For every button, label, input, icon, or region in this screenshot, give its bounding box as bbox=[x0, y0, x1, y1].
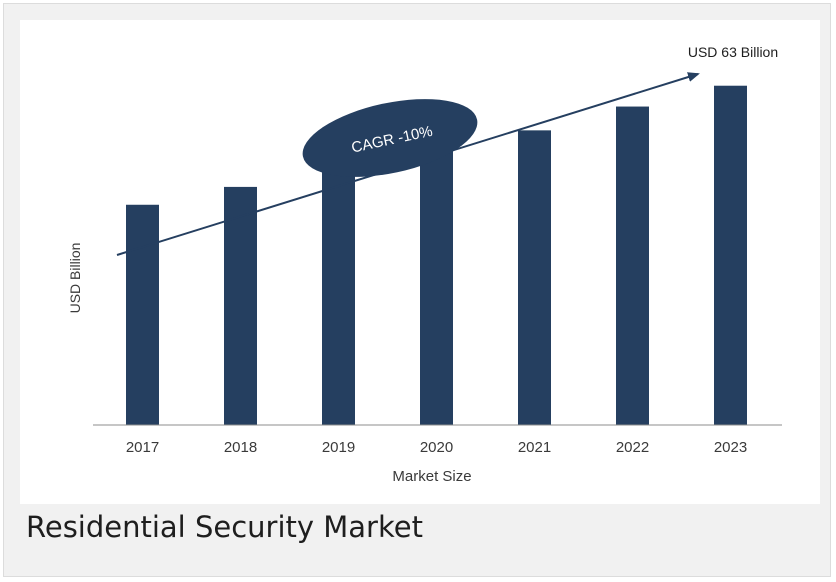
x-tick-labels: 2017 2018 2019 2020 2021 2022 2023 bbox=[126, 439, 747, 456]
x-tick-label-2022: 2022 bbox=[616, 439, 649, 456]
chart-card: 2017 2018 2019 2020 2021 2022 2023 Market Size… bbox=[3, 3, 831, 577]
bar-2020 bbox=[420, 151, 453, 425]
y-axis-title: USD Billion bbox=[67, 243, 83, 314]
x-tick-label-2017: 2017 bbox=[126, 439, 159, 456]
x-tick-label-2018: 2018 bbox=[224, 439, 257, 456]
bar-2017 bbox=[126, 204, 159, 425]
x-tick-label-2020: 2020 bbox=[420, 439, 453, 456]
bar-2022 bbox=[616, 106, 649, 426]
chart-panel: 2017 2018 2019 2020 2021 2022 2023 Market Size… bbox=[20, 20, 820, 504]
bars-group bbox=[126, 85, 747, 426]
bar-chart: 2017 2018 2019 2020 2021 2022 2023 Market Size… bbox=[67, 44, 782, 485]
cagr-ellipse bbox=[302, 99, 478, 177]
x-tick-label-2019: 2019 bbox=[322, 439, 355, 456]
chart-caption: Residential Security Market bbox=[26, 510, 423, 544]
end-value-label: USD 63 Billion bbox=[688, 44, 778, 60]
x-tick-label-2023: 2023 bbox=[714, 439, 747, 456]
x-axis-title: Market Size bbox=[392, 468, 471, 485]
bar-2021 bbox=[518, 130, 551, 425]
x-tick-label-2021: 2021 bbox=[518, 439, 551, 456]
bar-2018 bbox=[224, 186, 257, 425]
bar-2023 bbox=[714, 85, 747, 425]
bar-2019 bbox=[322, 169, 355, 425]
